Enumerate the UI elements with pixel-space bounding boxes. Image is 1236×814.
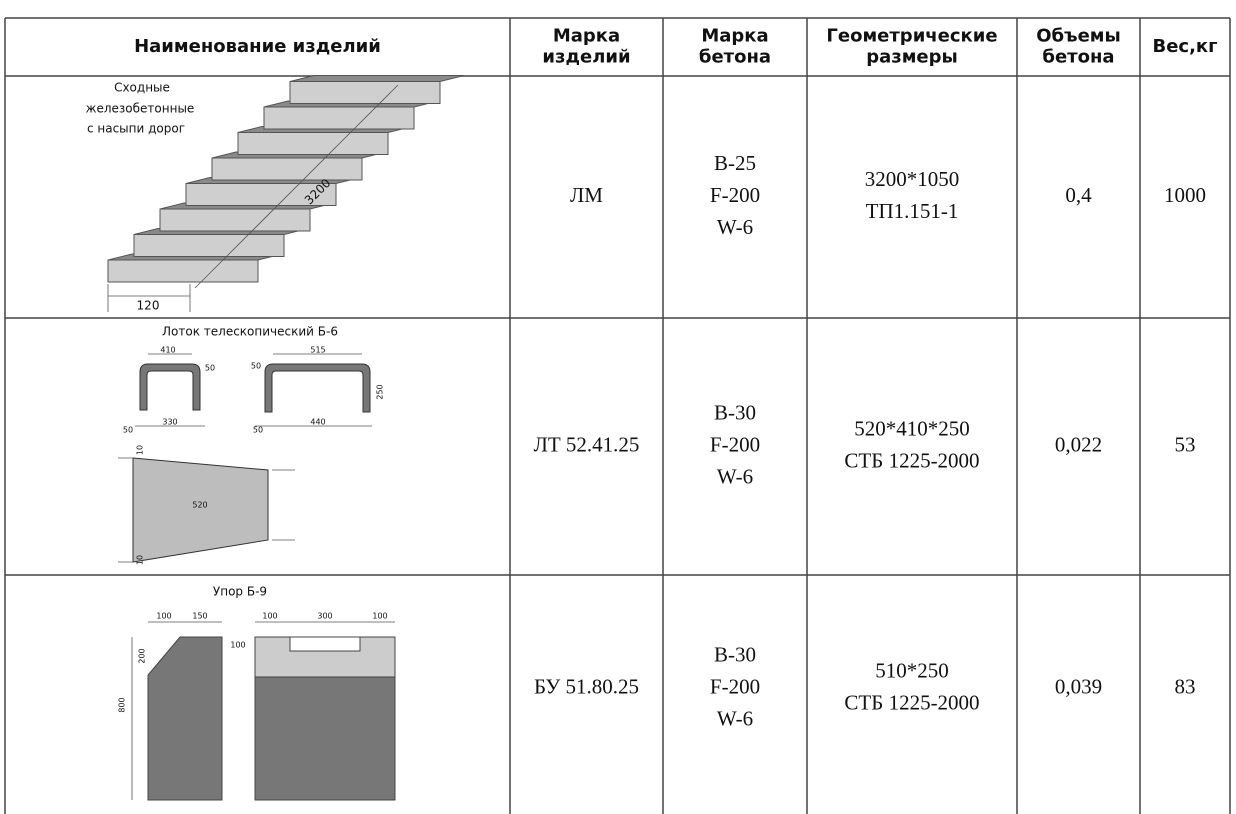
step-front xyxy=(107,259,259,283)
step-front xyxy=(133,234,285,257)
tray-section xyxy=(139,363,201,411)
step-front xyxy=(237,132,389,155)
dimension: 50 xyxy=(205,364,215,373)
step-front xyxy=(211,157,363,181)
dimension-line xyxy=(194,84,399,289)
table-cell: ЛМ xyxy=(570,183,603,207)
dimension: 440 xyxy=(310,418,325,427)
table-cell: 0,039 xyxy=(1055,674,1102,698)
table-cell: W-6 xyxy=(717,215,753,239)
step-front xyxy=(185,183,337,206)
table-cell: B-30 xyxy=(714,642,756,666)
table-cell: F-200 xyxy=(710,674,760,698)
dimension: 50 xyxy=(251,362,261,371)
table-cell: F-200 xyxy=(710,432,760,456)
dimension: 100 xyxy=(372,612,387,621)
table-cell: 1000 xyxy=(1164,183,1206,207)
dimension: 250 xyxy=(376,384,385,399)
header-cell: размеры xyxy=(866,47,958,68)
caption: железобетонные xyxy=(86,102,195,116)
dimension: 100 xyxy=(262,612,277,621)
dimension: 410 xyxy=(160,346,175,355)
caption: Упор Б-9 xyxy=(213,585,267,599)
table-cell: F-200 xyxy=(710,183,760,207)
header-cell: Геометрические xyxy=(826,26,997,47)
table-cell: 510*250 xyxy=(875,658,949,682)
table-cell: БУ 51.80.25 xyxy=(534,674,639,698)
dimension: 300 xyxy=(317,612,332,621)
table-cell: СТБ 1225-2000 xyxy=(844,448,979,472)
step-front xyxy=(159,208,311,232)
stair-drawing xyxy=(107,75,465,283)
caption: Лоток телескопический Б-6 xyxy=(162,325,338,339)
caption: Сходные xyxy=(114,81,170,95)
table-cell: СТБ 1225-2000 xyxy=(844,690,979,714)
dimension: 10 xyxy=(136,445,145,455)
table-cell: 0,022 xyxy=(1055,432,1102,456)
dimension: 10 xyxy=(136,555,145,565)
dimension: 50 xyxy=(253,426,263,435)
dimension: 200 xyxy=(138,648,147,663)
step-front xyxy=(289,81,441,104)
table-cell: 0,4 xyxy=(1065,183,1092,207)
header-cell: бетона xyxy=(1042,47,1114,68)
stop-side xyxy=(147,636,223,801)
table-cell: 3200*1050 xyxy=(865,167,960,191)
dimension: 330 xyxy=(162,418,177,427)
stop-notch xyxy=(289,636,361,652)
caption: с насыпи дорог xyxy=(87,122,185,136)
stop-front-bottom xyxy=(254,676,396,801)
header-cell: Наименование изделий xyxy=(134,36,381,57)
table-cell: 83 xyxy=(1175,674,1196,698)
header-cell: бетона xyxy=(699,47,771,68)
table-cell: W-6 xyxy=(717,464,753,488)
table-cell: W-6 xyxy=(717,706,753,730)
header-cell: Объемы xyxy=(1036,26,1121,47)
table-cell: ЛТ 52.41.25 xyxy=(534,432,640,456)
header-cell: Вес,кг xyxy=(1152,36,1217,57)
tray-section xyxy=(264,363,371,413)
header-cell: Марка xyxy=(701,26,768,47)
step-front xyxy=(263,106,415,130)
table-grid xyxy=(4,17,1231,814)
table-cell: 520*410*250 xyxy=(854,416,970,440)
table-cell: B-30 xyxy=(714,400,756,424)
arrows xyxy=(118,457,295,563)
step-top xyxy=(289,75,465,82)
dimension: 50 xyxy=(123,426,133,435)
header-cell: Марка xyxy=(553,26,620,47)
table-cell: ТП1.151-1 xyxy=(866,199,959,223)
header-cell: изделий xyxy=(542,47,630,68)
tray-plan xyxy=(132,457,269,563)
dimension: 800 xyxy=(118,697,127,712)
dimension: 100 xyxy=(156,612,171,621)
dimension: 100 xyxy=(230,641,245,650)
table-cell: B-25 xyxy=(714,151,756,175)
table-cell: 53 xyxy=(1175,432,1196,456)
dimension: 150 xyxy=(192,612,207,621)
dimension: 515 xyxy=(310,346,325,355)
dimension: 120 xyxy=(137,299,160,313)
dimension: 520 xyxy=(192,501,207,510)
